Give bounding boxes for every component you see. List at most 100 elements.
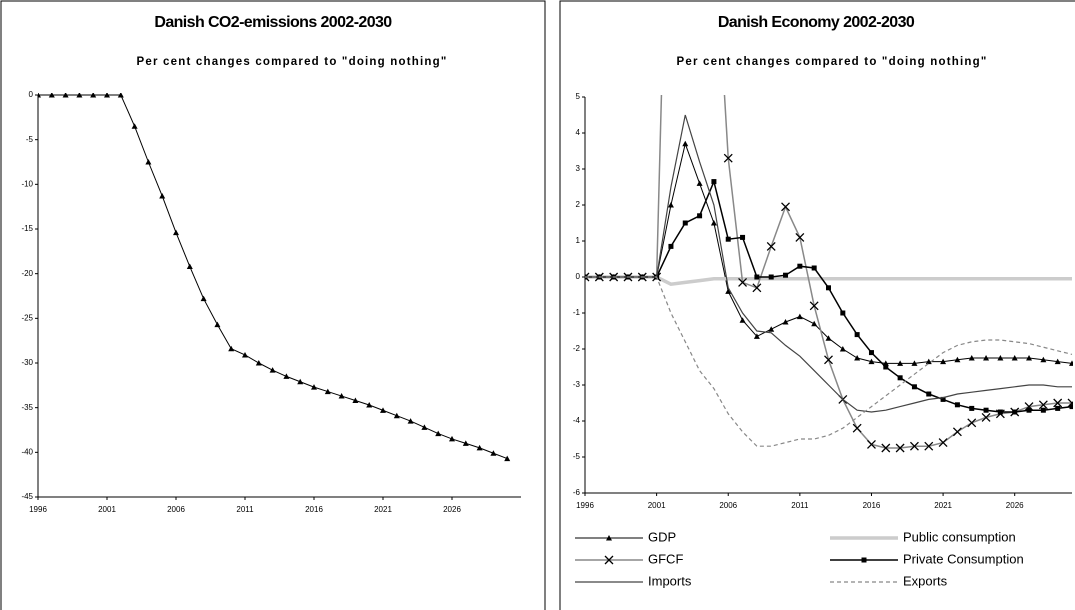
point	[952, 427, 962, 437]
point	[811, 265, 817, 271]
point	[62, 93, 69, 98]
x-tick-label: 2021	[934, 501, 952, 510]
point	[797, 263, 803, 269]
point	[924, 441, 934, 451]
point	[696, 180, 703, 186]
point	[795, 232, 805, 242]
point	[1054, 358, 1061, 365]
point	[738, 277, 748, 287]
point	[407, 418, 414, 424]
x-tick-label: 2026	[443, 505, 461, 514]
point	[324, 388, 331, 395]
point	[983, 355, 990, 361]
point	[754, 274, 760, 280]
legend-marker	[604, 555, 614, 565]
point	[90, 93, 97, 98]
point	[1067, 398, 1073, 408]
point	[255, 360, 262, 366]
point	[940, 396, 946, 402]
x-tick-label: 2011	[236, 505, 254, 514]
chart-subtitle: Per cent changes compared to "doing noth…	[137, 56, 448, 68]
point	[725, 236, 731, 242]
point	[338, 393, 345, 399]
point	[242, 351, 248, 358]
point	[981, 412, 991, 422]
point	[809, 301, 819, 311]
point	[76, 93, 83, 98]
chart-title: Danish Economy 2002-2030	[718, 14, 915, 31]
point	[840, 310, 846, 316]
point	[1040, 407, 1046, 413]
series-line	[38, 94, 508, 460]
point	[897, 375, 903, 381]
point	[766, 241, 776, 251]
point	[585, 272, 590, 282]
point	[711, 179, 717, 185]
point	[228, 345, 235, 352]
point	[938, 438, 948, 448]
point	[38, 93, 41, 98]
point	[811, 320, 818, 327]
point	[297, 378, 304, 385]
y-tick-label: -5	[573, 452, 581, 461]
point	[117, 93, 124, 98]
panel-frame	[0, 0, 546, 610]
y-tick-label: -30	[21, 358, 33, 367]
point	[781, 202, 790, 212]
series-line	[585, 114, 1072, 413]
point	[1012, 409, 1018, 415]
legend-label: Imports	[648, 573, 692, 588]
chart-subtitle: Per cent changes compared to "doing noth…	[677, 56, 988, 68]
point	[490, 450, 497, 456]
point	[909, 441, 919, 451]
point	[1026, 355, 1033, 361]
point	[104, 93, 110, 98]
point	[462, 440, 469, 446]
point	[1011, 355, 1018, 361]
point	[983, 407, 989, 413]
chart-title: Danish CO2-emissions 2002-2030	[154, 14, 392, 31]
point	[1069, 360, 1073, 366]
point	[504, 455, 511, 462]
point	[783, 272, 789, 278]
y-tick-label: 0	[29, 90, 34, 99]
point	[826, 285, 831, 291]
point	[682, 140, 689, 147]
y-tick-label: -4	[573, 416, 581, 425]
point	[697, 213, 703, 219]
point	[883, 364, 889, 370]
y-tick-label: 3	[576, 164, 581, 173]
point	[159, 192, 166, 199]
point	[968, 355, 975, 361]
plot-area	[585, 95, 1073, 453]
point	[868, 358, 875, 365]
point	[839, 346, 846, 352]
point	[954, 356, 961, 363]
point	[435, 430, 442, 437]
plot-area	[38, 93, 511, 462]
y-tick-label: 5	[576, 92, 581, 101]
y-tick-label: -1	[573, 308, 581, 317]
point	[997, 409, 1003, 415]
series-line	[585, 275, 1072, 287]
point	[476, 444, 483, 451]
point	[1053, 398, 1063, 408]
point	[740, 234, 746, 240]
point	[967, 418, 977, 428]
x-tick-label: 2016	[305, 505, 323, 514]
point	[311, 384, 317, 390]
x-tick-label: 2016	[863, 501, 881, 510]
point	[897, 360, 904, 366]
legend-label: Private Consumption	[903, 551, 1024, 566]
point	[214, 321, 221, 328]
point	[380, 407, 386, 413]
x-tick-label: 2006	[719, 501, 737, 510]
point	[186, 263, 193, 270]
legend-marker	[861, 557, 867, 563]
legend-marker	[606, 535, 612, 541]
point	[723, 153, 733, 163]
point	[925, 358, 932, 365]
point	[768, 274, 774, 280]
y-tick-label: -40	[21, 447, 33, 456]
